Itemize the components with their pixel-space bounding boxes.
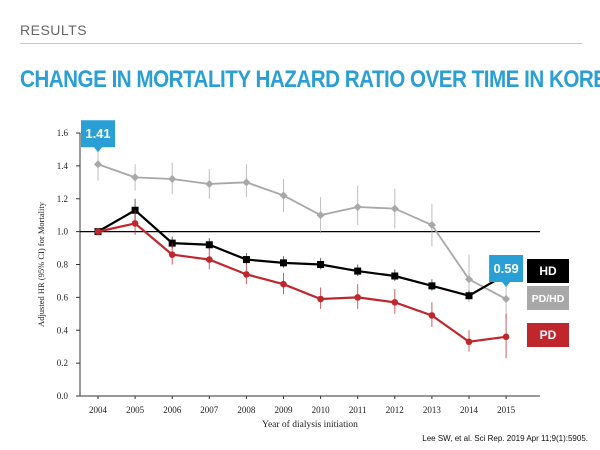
page-title: CHANGE IN MORTALITY HAZARD RATIO OVER TI… <box>20 66 600 93</box>
x-tick-label: 2015 <box>497 405 516 415</box>
pd-hd-point <box>316 211 325 220</box>
pd-hd-point <box>242 178 251 187</box>
hd-point <box>317 261 325 268</box>
y-tick-label: 1.2 <box>57 194 68 204</box>
pd-hd-point <box>279 191 288 200</box>
x-tick-label: 2011 <box>349 405 367 415</box>
pd-line <box>97 222 507 343</box>
hd-point <box>391 272 399 280</box>
x-tick-label: 2008 <box>237 405 256 415</box>
legend-tag <box>527 286 569 310</box>
section-label: RESULTS <box>20 22 88 38</box>
pd-point <box>206 256 213 263</box>
hd-point <box>280 259 287 267</box>
pd-point <box>94 228 102 235</box>
legend-tag-label: PD <box>540 328 557 342</box>
y-tick-label: 0.2 <box>57 358 68 368</box>
y-axis-title: Adjusted HR (95% CI) for Mortality <box>36 201 46 327</box>
y-tick-label: 0.8 <box>57 260 69 270</box>
pd-hd-point <box>465 275 473 284</box>
x-tick-label: 2013 <box>423 405 442 415</box>
legend-tag-label: PD/HD <box>532 293 565 305</box>
pd-point <box>502 333 510 341</box>
legend-tag <box>527 259 569 283</box>
y-tick-label: 0.4 <box>57 325 69 335</box>
pd-point <box>354 294 362 301</box>
pd-hd-point <box>390 204 399 213</box>
pd-hd-point <box>427 221 436 230</box>
pd-hd-point <box>353 202 362 211</box>
legend-tag <box>527 323 569 347</box>
value-callout-label: 0.59 <box>493 261 518 276</box>
x-tick-label: 2007 <box>200 405 219 415</box>
pd-point <box>280 280 287 288</box>
pd-hd-point <box>94 160 102 169</box>
y-tick-label: 1.4 <box>57 161 69 171</box>
hd-point <box>428 282 436 290</box>
pd-point <box>243 271 250 278</box>
y-tick-label: 0.6 <box>57 292 69 302</box>
citation: Lee SW, et al. Sci Rep. 2019 Apr 11;9(1)… <box>422 434 588 443</box>
x-tick-label: 2014 <box>460 405 479 415</box>
x-axis-title: Year of dialysis initiation <box>262 419 358 430</box>
x-tick-label: 2012 <box>386 405 404 415</box>
value-callout-box <box>81 120 115 153</box>
value-callout-box <box>489 255 524 288</box>
value-callout-label: 1.41 <box>85 126 110 141</box>
hd-line <box>97 208 507 297</box>
pd-hd-point <box>131 173 140 182</box>
legend-tag-label: HD <box>539 264 557 278</box>
hd-point <box>242 256 250 264</box>
y-tick-label: 0.0 <box>57 391 69 401</box>
pd-point <box>168 251 176 258</box>
pd-hd-point <box>502 295 511 304</box>
hd-point <box>465 292 473 300</box>
x-tick-label: 2009 <box>275 405 294 415</box>
x-tick-label: 2006 <box>163 405 182 415</box>
hd-point <box>354 267 362 275</box>
pd-point <box>317 295 324 303</box>
pd-point <box>428 312 436 319</box>
pd-hd-point <box>205 179 214 188</box>
pd-point <box>131 220 139 227</box>
hd-point <box>205 241 213 249</box>
x-tick-label: 2005 <box>126 405 145 415</box>
pd-point <box>391 299 399 306</box>
x-tick-label: 2004 <box>89 405 108 415</box>
pd-hd-point <box>168 175 177 184</box>
y-tick-label: 1.0 <box>57 227 69 237</box>
pd-point <box>465 338 473 346</box>
pd-hd-line <box>97 163 507 300</box>
y-tick-label: 1.6 <box>57 128 69 138</box>
x-tick-label: 2010 <box>312 405 331 415</box>
section-divider <box>20 43 582 44</box>
